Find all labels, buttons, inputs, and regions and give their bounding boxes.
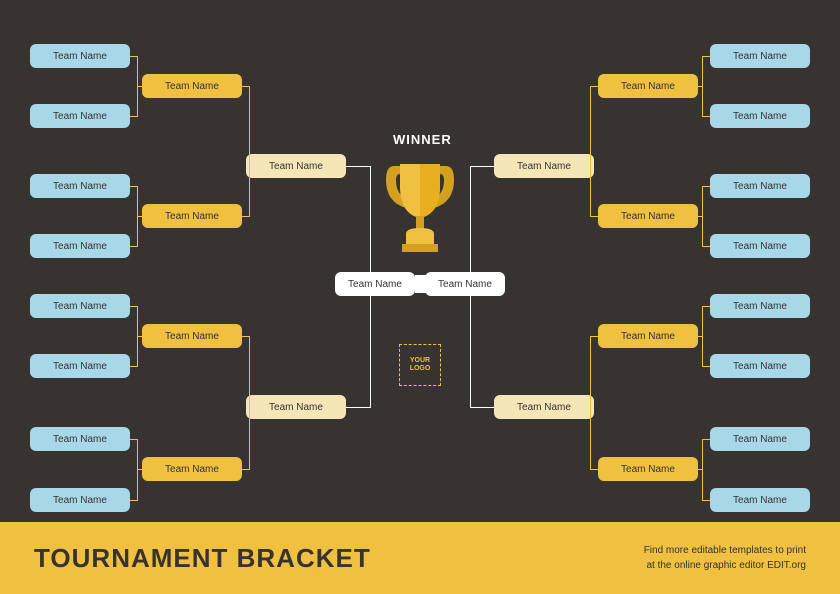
- connector-line: [702, 186, 710, 187]
- team-box[interactable]: Team Name: [598, 324, 698, 348]
- team-box[interactable]: Team Name: [710, 44, 810, 68]
- team-box[interactable]: Team Name: [30, 488, 130, 512]
- footer-title: TOURNAMENT BRACKET: [34, 543, 371, 574]
- connector-line: [702, 116, 710, 117]
- team-box[interactable]: Team Name: [710, 234, 810, 258]
- connector-line: [130, 246, 138, 247]
- connector-line: [249, 336, 250, 469]
- connector-line: [470, 407, 494, 408]
- connector-line: [470, 296, 471, 408]
- team-box[interactable]: Team Name: [30, 44, 130, 68]
- connector-line: [137, 336, 143, 337]
- team-box[interactable]: Team Name: [30, 174, 130, 198]
- team-box[interactable]: Team Name: [425, 272, 505, 296]
- team-box[interactable]: Team Name: [710, 174, 810, 198]
- connector-line: [702, 366, 710, 367]
- connector-line: [370, 166, 371, 273]
- connector-line: [590, 336, 598, 337]
- team-box[interactable]: Team Name: [142, 457, 242, 481]
- team-box[interactable]: Team Name: [598, 204, 698, 228]
- team-box[interactable]: Team Name: [30, 427, 130, 451]
- connector-line: [470, 166, 471, 273]
- team-box[interactable]: Team Name: [30, 354, 130, 378]
- connector-line: [590, 86, 591, 216]
- team-box[interactable]: Team Name: [710, 294, 810, 318]
- connector-line: [130, 500, 138, 501]
- connector-line: [370, 296, 371, 408]
- team-box[interactable]: Team Name: [142, 204, 242, 228]
- connector-line: [130, 366, 138, 367]
- connector-line: [697, 469, 703, 470]
- team-box[interactable]: Team Name: [142, 324, 242, 348]
- connector-line: [697, 216, 703, 217]
- team-box[interactable]: Team Name: [710, 427, 810, 451]
- connector-line: [130, 116, 138, 117]
- bracket-canvas: Team Name Team Name Team Name Team Name …: [0, 0, 840, 594]
- connector-line: [702, 306, 710, 307]
- team-box[interactable]: Team Name: [710, 354, 810, 378]
- connector-line: [242, 469, 250, 470]
- connector-line: [702, 500, 710, 501]
- connector-line: [346, 166, 370, 167]
- connector-line: [697, 86, 703, 87]
- connector-line: [137, 216, 143, 217]
- team-box[interactable]: Team Name: [494, 395, 594, 419]
- team-box[interactable]: Team Name: [246, 154, 346, 178]
- trophy-icon: [382, 158, 458, 258]
- connector-line: [590, 86, 598, 87]
- footer-subtitle: Find more editable templates to print at…: [644, 543, 806, 573]
- winner-label: WINNER: [393, 132, 452, 147]
- team-box[interactable]: Team Name: [335, 272, 415, 296]
- team-box[interactable]: Team Name: [598, 74, 698, 98]
- connector-line: [249, 86, 250, 216]
- team-box[interactable]: Team Name: [710, 104, 810, 128]
- logo-placeholder[interactable]: YOUR LOGO: [399, 344, 441, 386]
- connector-line: [590, 216, 598, 217]
- team-box[interactable]: Team Name: [598, 457, 698, 481]
- connector-line: [590, 336, 591, 469]
- connector-line: [702, 246, 710, 247]
- team-box[interactable]: Team Name: [710, 488, 810, 512]
- connector-line: [590, 469, 598, 470]
- connector-line: [697, 336, 703, 337]
- team-box[interactable]: Team Name: [30, 104, 130, 128]
- connector-line: [346, 407, 370, 408]
- connector-line: [702, 56, 710, 57]
- connector-line: [137, 86, 143, 87]
- footer: TOURNAMENT BRACKET Find more editable te…: [0, 522, 840, 594]
- connector-line: [137, 469, 143, 470]
- team-box[interactable]: Team Name: [30, 294, 130, 318]
- team-box[interactable]: Team Name: [30, 234, 130, 258]
- team-box[interactable]: Team Name: [142, 74, 242, 98]
- team-box[interactable]: Team Name: [246, 395, 346, 419]
- connector-line: [242, 216, 250, 217]
- team-box[interactable]: Team Name: [494, 154, 594, 178]
- connector-line: [702, 439, 710, 440]
- decorative-square: [415, 275, 433, 293]
- connector-line: [470, 166, 494, 167]
